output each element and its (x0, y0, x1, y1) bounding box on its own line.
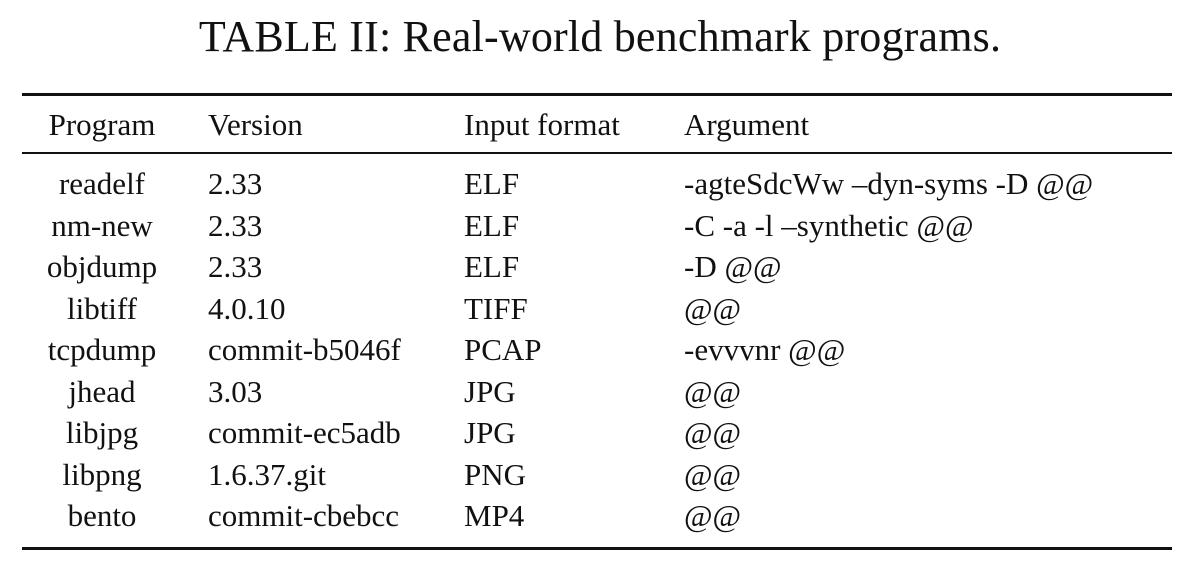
table-row: readelf 2.33 ELF -agteSdcWw –dyn-syms -D… (0, 163, 1200, 205)
header-program: Program (48, 107, 156, 142)
cell-input-format: TIFF (464, 290, 528, 326)
cell-version: commit-b5046f (208, 332, 401, 367)
cell-program: libtiff (66, 290, 138, 326)
table-caption: TABLE II: Real-world benchmark programs. (198, 12, 1002, 61)
cell-program: libpng (62, 456, 142, 492)
table-row: libtiff 4.0.10 TIFF @@ (0, 288, 1200, 330)
cell-argument: @@ (684, 373, 742, 409)
cell-version: commit-ec5adb (208, 415, 401, 450)
cell-input-format: JPG (464, 373, 516, 409)
cell-argument: @@ (684, 456, 742, 492)
table-row: jhead 3.03 JPG @@ (0, 371, 1200, 413)
cell-version: 2.33 (208, 207, 263, 243)
cell-program: objdump (46, 249, 158, 284)
cell-version: 2.33 (208, 166, 263, 201)
cell-program: tcpdump (47, 332, 157, 367)
cell-version: 3.03 (208, 373, 263, 409)
cell-program: readelf (58, 166, 146, 201)
header-input-format: Input format (464, 107, 620, 142)
header-argument: Argument (684, 107, 810, 142)
table-row: tcpdump commit-b5046f PCAP -evvvnr @@ (0, 329, 1200, 371)
cell-input-format: PNG (464, 456, 527, 492)
cell-argument: @@ (684, 498, 742, 533)
header-version: Version (208, 107, 303, 142)
cell-input-format: JPG (464, 415, 516, 450)
table-row: libjpg commit-ec5adb JPG @@ (0, 412, 1200, 454)
cell-input-format: MP4 (464, 498, 525, 533)
cell-argument: @@ (684, 415, 742, 450)
cell-input-format: ELF (464, 249, 520, 284)
cell-version: 4.0.10 (208, 290, 286, 326)
cell-argument: -C -a -l –synthetic @@ (684, 207, 974, 243)
cell-program: libjpg (65, 415, 139, 450)
cell-input-format: ELF (464, 207, 520, 243)
cell-version: 2.33 (208, 249, 263, 284)
table-row: bento commit-cbebcc MP4 @@ (0, 495, 1200, 537)
cell-version: 1.6.37.git (208, 456, 326, 492)
table-body: readelf 2.33 ELF -agteSdcWw –dyn-syms -D… (0, 163, 1200, 537)
cell-argument: -D @@ (684, 249, 782, 284)
table-header-rule (22, 152, 1172, 154)
cell-program: nm-new (51, 207, 153, 243)
table-row: libpng 1.6.37.git PNG @@ (0, 454, 1200, 496)
cell-program: jhead (68, 373, 136, 409)
cell-argument: -agteSdcWw –dyn-syms -D @@ (684, 166, 1094, 201)
cell-argument: -evvvnr @@ (684, 332, 846, 367)
table-bottom-rule (22, 547, 1172, 550)
cell-program: bento (67, 498, 137, 533)
table-header-row: Program Version Input format Argument (0, 102, 1200, 148)
table-row: objdump 2.33 ELF -D @@ (0, 246, 1200, 288)
cell-version: commit-cbebcc (208, 498, 400, 533)
table-top-rule (22, 93, 1172, 96)
cell-argument: @@ (684, 290, 742, 326)
table-row: nm-new 2.33 ELF -C -a -l –synthetic @@ (0, 205, 1200, 247)
cell-input-format: PCAP (464, 332, 542, 367)
cell-input-format: ELF (464, 166, 520, 201)
